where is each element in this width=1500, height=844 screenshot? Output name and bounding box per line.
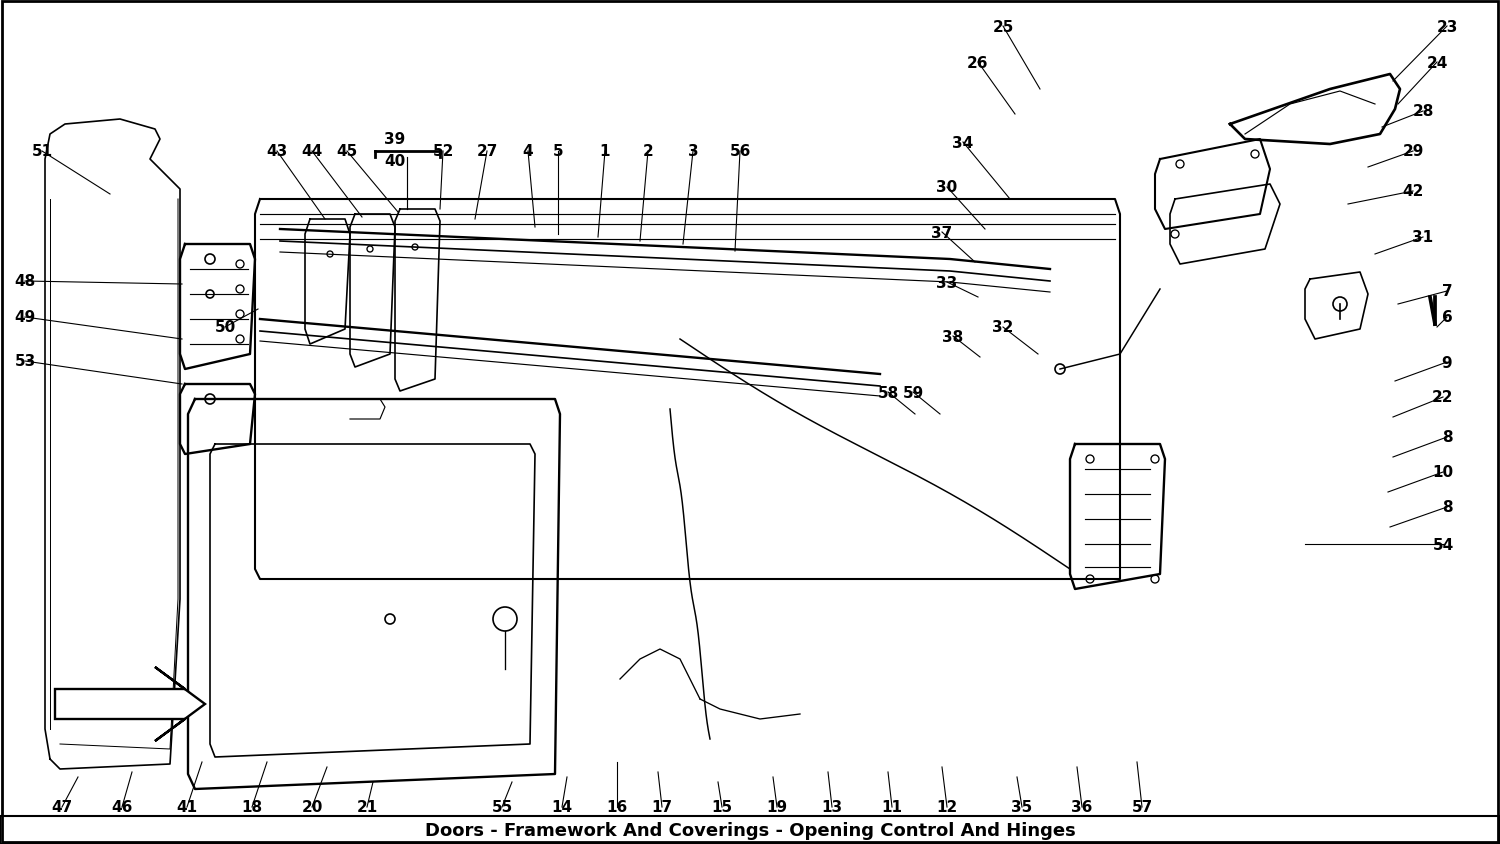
Text: 36: 36 xyxy=(1071,799,1092,814)
Text: 53: 53 xyxy=(15,354,36,369)
Text: 10: 10 xyxy=(1432,465,1454,480)
Text: 19: 19 xyxy=(766,799,788,814)
Text: 45: 45 xyxy=(336,144,357,160)
Text: 29: 29 xyxy=(1402,144,1423,160)
Text: 25: 25 xyxy=(993,19,1014,35)
Text: 37: 37 xyxy=(932,225,952,241)
Text: 42: 42 xyxy=(1402,184,1423,199)
Text: 26: 26 xyxy=(968,56,988,70)
Text: 38: 38 xyxy=(942,329,963,344)
Text: 4: 4 xyxy=(522,144,534,160)
Text: 14: 14 xyxy=(552,799,573,814)
Text: 52: 52 xyxy=(432,144,453,160)
Text: 43: 43 xyxy=(267,144,288,160)
Text: 34: 34 xyxy=(952,135,974,150)
Text: 3: 3 xyxy=(687,144,699,160)
Text: 1: 1 xyxy=(600,144,610,160)
Text: 59: 59 xyxy=(903,385,924,400)
Text: 22: 22 xyxy=(1432,390,1454,405)
Text: 31: 31 xyxy=(1413,230,1434,246)
Text: 50: 50 xyxy=(214,320,236,335)
Text: 56: 56 xyxy=(729,144,750,160)
Text: 41: 41 xyxy=(177,799,198,814)
Text: 5: 5 xyxy=(552,144,564,160)
Bar xyxy=(0,816,1500,844)
Text: 9: 9 xyxy=(1442,355,1452,370)
Text: 55: 55 xyxy=(492,799,513,814)
Text: 54: 54 xyxy=(1432,537,1454,552)
Text: 16: 16 xyxy=(606,799,627,814)
Text: 17: 17 xyxy=(651,799,672,814)
Text: 39: 39 xyxy=(384,133,405,148)
Text: 27: 27 xyxy=(477,144,498,160)
Text: 33: 33 xyxy=(936,275,957,290)
Text: 6: 6 xyxy=(1442,310,1452,325)
Text: 57: 57 xyxy=(1131,799,1152,814)
Text: 24: 24 xyxy=(1426,56,1448,70)
Text: 40: 40 xyxy=(384,154,405,170)
Text: 8: 8 xyxy=(1442,430,1452,445)
Text: 2: 2 xyxy=(642,144,654,160)
Text: 7: 7 xyxy=(1442,284,1452,299)
Text: 28: 28 xyxy=(1413,105,1434,119)
Text: 58: 58 xyxy=(878,385,898,400)
Text: 46: 46 xyxy=(111,799,132,814)
Text: 32: 32 xyxy=(993,320,1014,335)
Text: 23: 23 xyxy=(1437,19,1458,35)
Text: 35: 35 xyxy=(1011,799,1032,814)
Text: 20: 20 xyxy=(302,799,322,814)
Text: 12: 12 xyxy=(936,799,957,814)
Text: 30: 30 xyxy=(936,181,957,195)
Text: 47: 47 xyxy=(51,799,72,814)
Text: 49: 49 xyxy=(15,310,36,325)
Text: 21: 21 xyxy=(357,799,378,814)
Text: 11: 11 xyxy=(882,799,903,814)
Text: 48: 48 xyxy=(15,274,36,289)
Text: 18: 18 xyxy=(242,799,262,814)
Text: 51: 51 xyxy=(32,144,53,160)
Text: 8: 8 xyxy=(1442,500,1452,515)
Polygon shape xyxy=(56,668,206,741)
Text: 13: 13 xyxy=(822,799,843,814)
Text: Doors - Framework And Coverings - Opening Control And Hinges: Doors - Framework And Coverings - Openin… xyxy=(424,821,1076,839)
Text: 15: 15 xyxy=(711,799,732,814)
Text: 44: 44 xyxy=(302,144,322,160)
